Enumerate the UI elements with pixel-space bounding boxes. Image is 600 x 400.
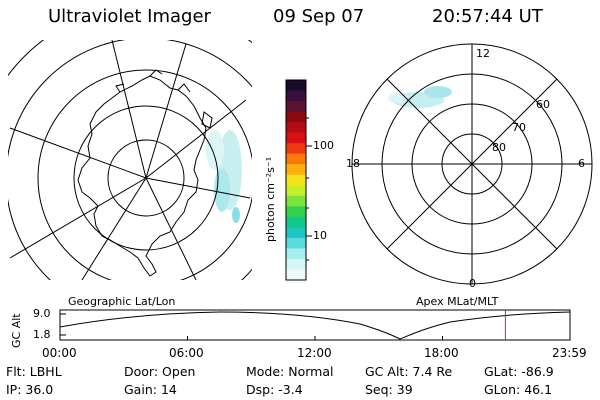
info-label: Door:: [124, 364, 159, 379]
colorbar-band: [286, 206, 306, 218]
x-tick-label: 06:00: [169, 346, 204, 360]
colorbar-frame: [285, 79, 307, 281]
meridian-line: [145, 177, 197, 280]
colorbar-band: [286, 258, 306, 270]
coast-detail: [115, 69, 191, 93]
info-label: Seq:: [365, 382, 393, 397]
lat-label-80: 80: [492, 141, 506, 154]
meridian-line: [9, 127, 147, 179]
info-filter: Flt: LBHL: [6, 364, 62, 379]
colorbar-band: [286, 132, 306, 144]
altitude-plot: [59, 309, 571, 341]
mlt-label-6: 6: [578, 157, 585, 170]
meridian-line: [145, 43, 187, 179]
x-tick-label: 18:00: [424, 346, 459, 360]
colorbar-band: [286, 153, 306, 165]
info-value: 7.4 Re: [412, 364, 453, 379]
colorbar-band: [286, 80, 306, 92]
lat-label-70: 70: [512, 121, 526, 134]
mlt-label-0: 0: [469, 277, 476, 290]
info-label: Dsp:: [246, 382, 275, 397]
info-value: Open: [162, 364, 196, 379]
info-value: 14: [160, 382, 177, 397]
colorbar-band: [286, 90, 306, 102]
header-time: 20:57:44 UT: [432, 6, 543, 27]
meridian-line: [145, 177, 251, 199]
colorbar-band: [286, 101, 306, 113]
mlt-label-12: 12: [476, 47, 490, 60]
info-value: 46.1: [524, 382, 553, 397]
colorbar-band: [286, 185, 306, 197]
info-label: IP:: [6, 382, 22, 397]
island-shape: [201, 111, 213, 129]
colorbar-label-10: 10: [313, 229, 327, 242]
app-title: Ultraviolet Imager: [48, 6, 211, 27]
colorbar-band: [286, 216, 306, 228]
altitude-ytick-low: 1.8: [33, 328, 51, 341]
info-ip: IP: 36.0: [6, 382, 53, 397]
colorbar-band: [286, 248, 306, 260]
info-value: -86.9: [521, 364, 554, 379]
right-panel-label: Apex MLat/MLT: [416, 295, 499, 308]
meridian-line: [81, 177, 147, 280]
x-tick-label: 23:59: [552, 346, 587, 360]
colorbar-band: [286, 122, 306, 134]
colorbar-band: [286, 237, 306, 249]
info-label: GLon:: [484, 382, 521, 397]
header-date: 09 Sep 07: [273, 6, 365, 27]
info-label: Mode:: [246, 364, 285, 379]
altitude-ytick-high: 9.0: [33, 307, 51, 320]
mlt-label-18: 18: [346, 157, 360, 170]
info-glat: GLat: -86.9: [484, 364, 554, 379]
geographic-map: [8, 40, 252, 280]
colorbar-band: [286, 164, 306, 176]
colorbar-band: [286, 111, 306, 123]
altitude-curve: [59, 311, 571, 340]
colorbar-band: [286, 269, 306, 281]
info-label: Flt:: [6, 364, 26, 379]
colorbar-band: [286, 195, 306, 207]
lat-circle: [37, 69, 252, 280]
info-value: -3.4: [278, 382, 303, 397]
colorbar-label-100: 100: [313, 139, 334, 152]
x-tick-label: 00:00: [42, 346, 77, 360]
meridian-line: [111, 40, 147, 179]
colorbar-band: [286, 227, 306, 239]
info-value: 39: [396, 382, 413, 397]
auroral-emission-left: [206, 130, 242, 223]
colorbar: [286, 80, 306, 281]
left-panel-label: Geographic Lat/Lon: [68, 295, 176, 308]
colorbar-band: [286, 143, 306, 155]
info-label: GLat:: [484, 364, 518, 379]
info-value: 36.0: [25, 382, 54, 397]
info-value: Normal: [288, 364, 334, 379]
x-tick-label: 12:00: [297, 346, 332, 360]
colorbar-unit-label: photon cm⁻²s⁻¹: [264, 156, 277, 242]
info-label: GC Alt:: [365, 364, 409, 379]
meridian-line: [145, 99, 247, 179]
info-gain: Gain: 14: [124, 382, 177, 397]
lat-label-60: 60: [536, 98, 550, 111]
info-label: Gain:: [124, 382, 157, 397]
antarctica-coastline: [77, 75, 207, 277]
info-dsp: Dsp: -3.4: [246, 382, 303, 397]
info-gc-alt: GC Alt: 7.4 Re: [365, 364, 452, 379]
colorbar-band: [286, 174, 306, 186]
mlt-polar-plot: [351, 43, 593, 285]
info-glon: GLon: 46.1: [484, 382, 552, 397]
meridian-line: [9, 177, 147, 259]
info-door: Door: Open: [124, 364, 195, 379]
info-seq: Seq: 39: [365, 382, 413, 397]
info-mode: Mode: Normal: [246, 364, 334, 379]
altitude-ylabel: GC Alt: [10, 313, 23, 348]
info-value: LBHL: [29, 364, 62, 379]
lat-circle: [73, 105, 219, 251]
lat-circle: [107, 139, 185, 217]
